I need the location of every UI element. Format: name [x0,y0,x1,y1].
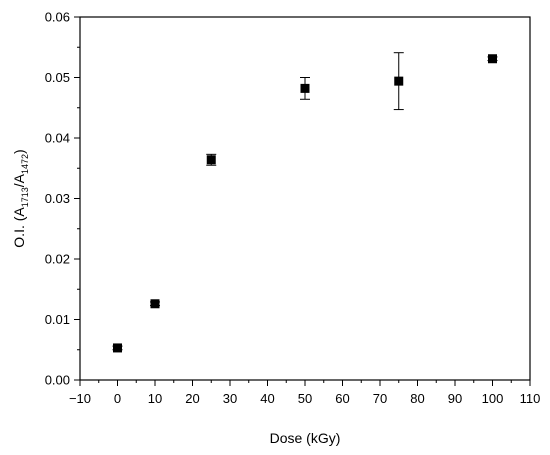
data-markers [113,54,497,353]
x-axis-title: Dose (kGy) [270,430,341,446]
data-point [150,299,160,309]
y-tick-label: 0.05 [45,70,70,85]
y-axis-title-suffix: ) [11,149,27,154]
error-bars [112,52,498,351]
x-tick-label: 110 [520,391,541,406]
y-tick-label: 0.03 [45,191,70,206]
x-tick-label: 20 [185,391,199,406]
x-tick-label: 100 [482,391,504,406]
y-axis-title: O.I. (A1713/A1472) [11,149,30,247]
x-tick-label: 30 [223,391,237,406]
plot-border [79,16,531,381]
data-point [488,54,497,64]
x-tick-label: 10 [148,391,162,406]
y-axis-title-sub1: 1713 [20,187,30,207]
x-tick-label: 40 [260,391,274,406]
data-point [300,83,310,93]
y-axis: 0.00 0.01 0.02 0.03 0.04 0.05 0.06 [45,10,80,388]
y-axis-title-sub2: 1472 [20,154,30,174]
x-axis: −10 0 10 20 30 40 50 60 70 80 90 100 110 [69,380,540,406]
x-tick-label: 60 [335,391,349,406]
x-tick-label: 50 [298,391,312,406]
x-tick-label: 70 [373,391,387,406]
x-tick-label: 90 [448,391,462,406]
data-point [394,76,404,86]
y-tick-label: 0.01 [45,312,70,327]
plot-frame [79,16,531,381]
y-tick-label: 0.04 [45,131,70,146]
x-tick-label: 80 [410,391,424,406]
data-point [113,343,122,353]
data-point [206,155,216,165]
y-tick-label: 0.02 [45,252,70,267]
y-axis-title-mid: /A [11,173,27,187]
y-tick-label: 0.06 [45,10,70,25]
x-tick-label: −10 [69,391,91,406]
y-tick-label: 0.00 [45,373,70,388]
x-tick-label: 0 [114,391,121,406]
y-axis-title-prefix: O.I. (A [11,207,27,248]
